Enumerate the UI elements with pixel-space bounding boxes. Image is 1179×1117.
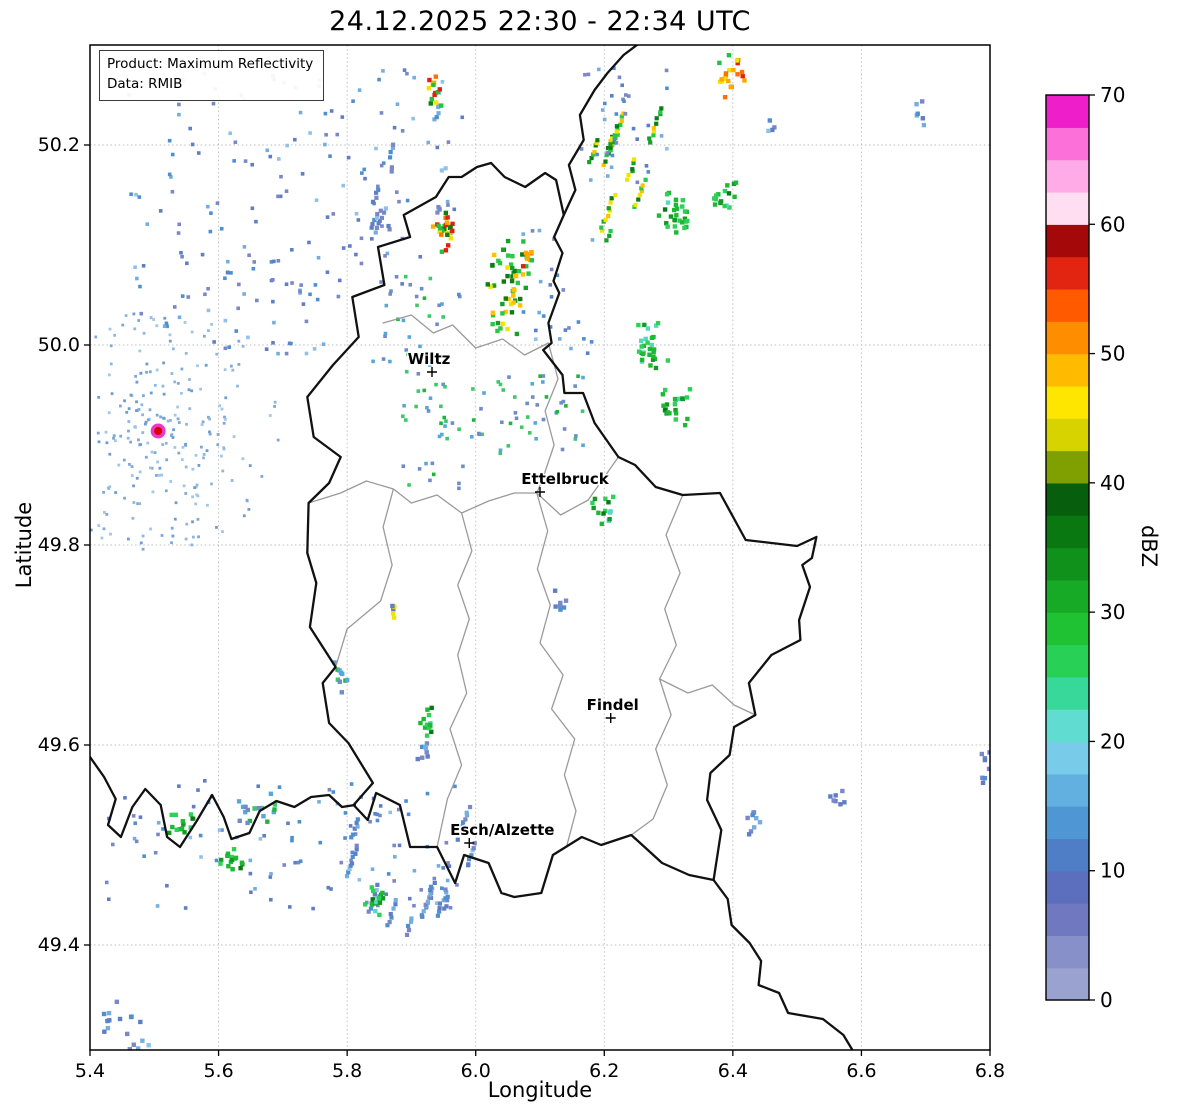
colorbar-segment xyxy=(1046,547,1089,581)
colorbar-segment xyxy=(1046,418,1089,452)
city-marker xyxy=(535,487,545,497)
colorbar-segment xyxy=(1046,579,1089,613)
city-marker xyxy=(605,713,616,723)
colorbar-segment xyxy=(1046,709,1089,743)
colorbar-segment xyxy=(1046,127,1089,161)
colorbar-segment xyxy=(1046,159,1089,193)
data-source-label: Data: RMIB xyxy=(107,76,183,93)
y-tick-label: 49.4 xyxy=(38,934,80,956)
colorbar-segment xyxy=(1046,321,1089,355)
colorbar-segment xyxy=(1046,903,1089,936)
colorbar-segment xyxy=(1046,644,1089,678)
y-tick-label: 50.0 xyxy=(38,334,80,356)
city-label: Ettelbruck xyxy=(521,470,610,488)
colorbar-segment xyxy=(1046,773,1089,807)
x-tick-label: 5.8 xyxy=(332,1060,362,1082)
x-tick-label: 6.8 xyxy=(975,1060,1005,1082)
colorbar-tick-label: 10 xyxy=(1100,859,1125,883)
colorbar-segment xyxy=(1046,935,1089,969)
y-axis-label: Latitude xyxy=(12,501,36,589)
colorbar-label: dBZ xyxy=(1137,524,1161,568)
colorbar-tick-label: 70 xyxy=(1100,83,1125,107)
colorbar-tick-label: 50 xyxy=(1100,342,1125,366)
x-tick-label: 6.6 xyxy=(846,1060,876,1082)
colorbar-tick-label: 40 xyxy=(1100,471,1125,495)
colorbar-segment xyxy=(1046,191,1089,225)
colorbar-segment xyxy=(1046,676,1089,710)
colorbar-segment xyxy=(1046,870,1089,904)
y-tick-label: 49.8 xyxy=(38,534,80,556)
product-name-label: Product: Maximum Reflectivity xyxy=(107,56,314,72)
colorbar-segment xyxy=(1046,838,1089,872)
colorbar-segment xyxy=(1046,515,1089,549)
colorbar-tick-label: 0 xyxy=(1100,988,1113,1012)
colorbar-segment xyxy=(1046,482,1089,516)
colorbar-tick-label: 30 xyxy=(1100,600,1125,624)
colorbar-segment xyxy=(1046,256,1089,290)
city-label: Findel xyxy=(587,696,639,714)
city-label: Wiltz xyxy=(408,350,451,368)
colorbar-segment xyxy=(1046,353,1089,387)
colorbar-segment xyxy=(1046,967,1089,1001)
colorbar-segment xyxy=(1046,450,1089,484)
figure-title: 24.12.2025 22:30 - 22:34 UTC xyxy=(329,6,751,37)
colorbar-segment xyxy=(1046,806,1089,839)
x-tick-label: 5.6 xyxy=(203,1060,233,1082)
colorbar-segment xyxy=(1046,612,1089,646)
city-label: Esch/Alzette xyxy=(450,821,554,839)
x-tick-label: 6.4 xyxy=(718,1060,748,1082)
x-tick-label: 6.2 xyxy=(589,1060,619,1082)
x-tick-label: 5.4 xyxy=(75,1060,105,1082)
x-axis-label: Longitude xyxy=(487,1078,593,1102)
city-marker xyxy=(464,838,475,848)
colorbar-tick-label: 20 xyxy=(1100,729,1125,753)
colorbar-segment xyxy=(1046,95,1089,128)
y-tick-label: 50.2 xyxy=(38,134,80,156)
city-marker xyxy=(427,367,437,377)
colorbar-tick-label: 60 xyxy=(1100,212,1125,236)
y-tick-label: 49.6 xyxy=(38,734,80,756)
x-tick-label: 6.0 xyxy=(461,1060,491,1082)
colorbar-segment xyxy=(1046,224,1089,258)
product-info-box: Product: Maximum Reflectivity Data: RMIB xyxy=(99,50,325,101)
colorbar-segment xyxy=(1046,741,1089,775)
colorbar-segment xyxy=(1046,385,1089,419)
colorbar-segment xyxy=(1046,288,1089,322)
